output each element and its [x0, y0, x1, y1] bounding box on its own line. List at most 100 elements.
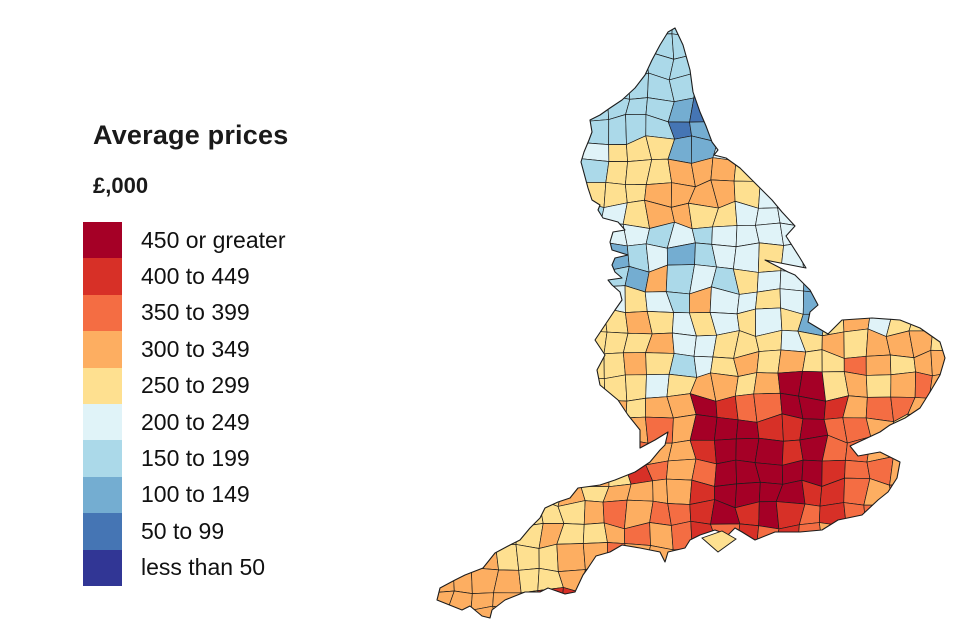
map-region-cell: [755, 137, 780, 167]
map-region-cell: [714, 459, 737, 487]
map-region-cell: [536, 285, 566, 314]
map-region-cell: [886, 179, 912, 206]
legend: Average prices £,000 450 or greater 400 t…: [83, 120, 288, 586]
map-region-cell: [886, 78, 916, 102]
map-region-cell: [930, 349, 945, 377]
map-region-cell: [928, 371, 945, 399]
map-region-cell: [646, 311, 674, 335]
map-region-cell: [929, 116, 945, 145]
map-region-cell: [758, 566, 785, 594]
map-region-cell: [579, 158, 610, 183]
map-region-cell: [450, 331, 478, 354]
map-region-cell: [602, 588, 627, 615]
map-region-cell: [841, 548, 870, 573]
map-region-cell: [907, 587, 936, 613]
map-region-cell: [776, 157, 805, 185]
map-region-cell: [870, 244, 890, 272]
map-region-cell: [935, 543, 945, 573]
map-region-cell: [867, 78, 893, 100]
map-region-cell: [665, 563, 695, 594]
legend-swatch: [83, 222, 122, 259]
map-region-cell: [692, 586, 716, 614]
map-region-cell: [909, 29, 937, 56]
map-region-cell: [450, 371, 478, 395]
map-region-cell: [666, 458, 697, 481]
map-region-cell: [934, 34, 945, 55]
map-region-cell: [495, 245, 519, 273]
map-region-cell: [758, 75, 783, 101]
legend-item: less than 50: [83, 549, 288, 586]
map-region-cell: [759, 591, 785, 616]
map-region-cell: [624, 28, 652, 35]
map-region-cell: [910, 158, 938, 184]
map-region-cell: [560, 587, 586, 615]
map-region-cell: [605, 161, 628, 185]
map-region-cell: [447, 31, 477, 58]
map-region-cell: [476, 28, 499, 37]
map-region-cell: [842, 96, 868, 119]
map-region-cell: [580, 607, 609, 618]
map-region-cell: [608, 456, 632, 488]
map-region-cell: [732, 543, 760, 572]
map-region-cell: [822, 114, 845, 142]
map-region-cell: [579, 376, 606, 401]
map-region-cell: [449, 74, 477, 100]
map-region-cell: [908, 437, 936, 462]
map-region-cell: [535, 398, 566, 422]
legend-item: 100 to 149: [83, 476, 288, 514]
map-region-cell: [538, 203, 559, 231]
map-region-cell: [842, 224, 872, 246]
map-region-cell: [449, 50, 477, 78]
map-region-cell: [888, 115, 909, 142]
map-region-cell: [736, 96, 762, 122]
map-region-cell: [470, 460, 501, 482]
map-region-cell: [909, 267, 937, 293]
map-region-cell: [537, 458, 564, 488]
map-region-cell: [557, 178, 584, 204]
map-region-cell: [885, 29, 911, 58]
map-region-cell: [781, 79, 806, 100]
map-region-cell: [542, 137, 564, 165]
map-region-cell: [716, 50, 734, 80]
map-region-cell: [711, 225, 738, 248]
map-region-cell: [736, 523, 760, 546]
map-region-cell: [437, 608, 449, 618]
map-region-cell: [450, 243, 476, 273]
map-region-cell: [671, 33, 693, 60]
map-region-cell: [644, 28, 674, 35]
map-region-cell: [556, 461, 584, 488]
map-region-cell: [469, 76, 497, 97]
map-region-cell: [556, 243, 584, 274]
map-region-cell: [890, 504, 913, 524]
map-region-cell: [517, 200, 540, 231]
map-region-cell: [514, 458, 544, 487]
map-region-cell: [437, 98, 452, 122]
map-region-cell: [821, 563, 848, 594]
map-region-cell: [777, 349, 807, 374]
map-region-cell: [562, 32, 588, 60]
map-region-cell: [889, 482, 911, 509]
map-region-cell: [735, 419, 760, 440]
map-region-cell: [843, 328, 869, 359]
map-region-cell: [512, 115, 544, 139]
map-region-cell: [492, 115, 519, 140]
map-region-cell: [650, 589, 676, 612]
map-region-cell: [889, 522, 916, 551]
map-region-cell: [437, 289, 455, 311]
map-region-cell: [775, 609, 799, 618]
map-region-cell: [820, 207, 850, 226]
map-region-cell: [437, 32, 453, 57]
map-region-cell: [492, 460, 516, 481]
map-region-cell: [846, 182, 872, 208]
map-region-cell: [564, 415, 583, 438]
legend-swatch: [83, 440, 122, 477]
map-region-cell: [623, 438, 649, 466]
map-region-cell: [755, 164, 779, 185]
map-region-cell: [535, 373, 564, 400]
map-region-cell: [437, 307, 452, 333]
map-region-cell: [821, 137, 849, 165]
map-region-cell: [475, 371, 495, 398]
map-region-cell: [517, 179, 543, 206]
map-region-cell: [518, 158, 545, 188]
